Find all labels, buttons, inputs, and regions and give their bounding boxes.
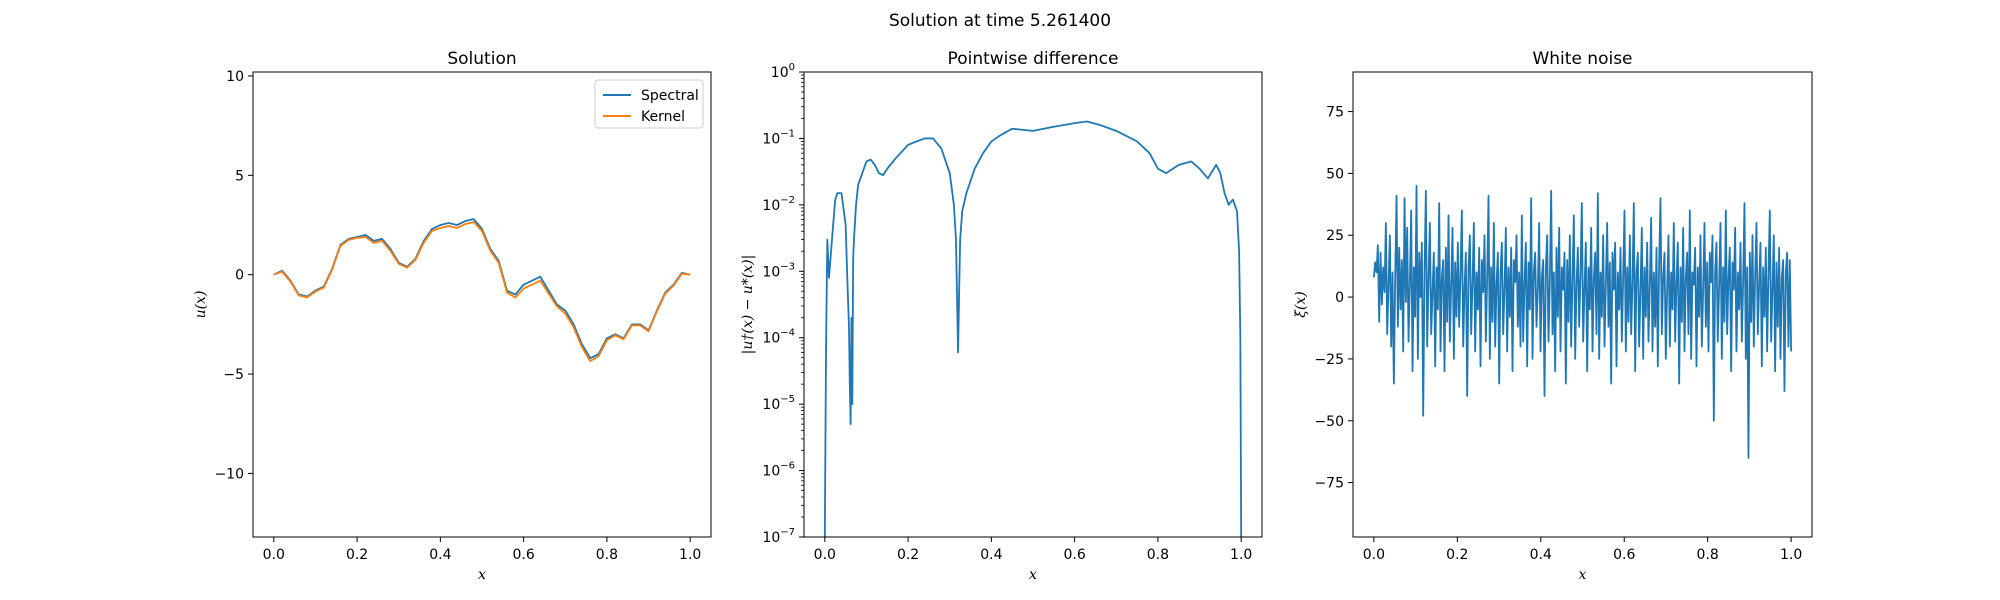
y-tick-exponent: 0 bbox=[789, 62, 795, 73]
y-tick-base: 10 bbox=[762, 530, 780, 546]
panel-white-noise: 0.0 0.2 0.4 0.6 0.8 1.0 −75 −50 −25 0 25 50 75 White … bbox=[1293, 49, 1813, 583]
y-tick-label: 10−2 bbox=[762, 195, 795, 214]
axes-frame bbox=[803, 71, 1263, 538]
y-tick-label: 25 bbox=[1326, 228, 1344, 244]
y-tick-exponent: −5 bbox=[780, 394, 795, 405]
y-axis-label: |u†(x) − u*(x)| bbox=[740, 255, 756, 355]
y-tick-label: −25 bbox=[1314, 352, 1344, 368]
y-tick-label: 5 bbox=[235, 168, 244, 184]
panel-solution: 0.0 0.2 0.4 0.6 0.8 1.0 −10 −5 0 5 10 Solution x u(x)… bbox=[193, 49, 712, 583]
y-tick-label: −5 bbox=[223, 367, 244, 383]
axes-frame bbox=[1352, 71, 1813, 538]
error-line bbox=[823, 120, 1243, 537]
y-tick-label: −10 bbox=[214, 466, 244, 482]
y-tick-base: 10 bbox=[762, 464, 780, 480]
x-tick-label: 0.6 bbox=[1064, 547, 1086, 563]
y-tick-label: 10−3 bbox=[762, 261, 795, 280]
x-tick-label: 0.8 bbox=[1147, 547, 1169, 563]
figure-suptitle: Solution at time 5.261400 bbox=[889, 11, 1111, 31]
y-tick-exponent: −3 bbox=[780, 261, 795, 272]
x-tick-label: 0.6 bbox=[513, 547, 535, 563]
y-tick-base: 10 bbox=[771, 65, 789, 81]
x-tick-label: 0.8 bbox=[596, 547, 618, 563]
y-tick-label: 10−1 bbox=[762, 128, 795, 147]
y-tick-label: 10−6 bbox=[762, 461, 795, 480]
x-tick-label: 0.4 bbox=[1530, 547, 1552, 563]
noise-line bbox=[1372, 184, 1793, 459]
y-tick-base: 10 bbox=[762, 397, 780, 413]
y-tick-base: 10 bbox=[762, 264, 780, 280]
x-tick-label: 0.8 bbox=[1697, 547, 1719, 563]
x-tick-label: 0.2 bbox=[897, 547, 919, 563]
y-tick-label: 10 bbox=[226, 69, 244, 85]
x-tick-label: 0.4 bbox=[980, 547, 1002, 563]
legend-label-kernel: Kernel bbox=[641, 109, 685, 125]
y-tick-exponent: −7 bbox=[780, 527, 795, 538]
y-tick-base: 10 bbox=[762, 198, 780, 214]
y-tick-label: 0 bbox=[1335, 290, 1344, 306]
series-line-kernel bbox=[273, 221, 691, 363]
x-tick-label: 1.0 bbox=[679, 547, 701, 563]
legend: Spectral Kernel bbox=[594, 79, 704, 129]
y-axis-label: ξ(x) bbox=[1293, 291, 1309, 318]
y-tick-label: 50 bbox=[1326, 166, 1344, 182]
y-tick-exponent: −2 bbox=[780, 195, 795, 206]
panel-title: Solution bbox=[447, 49, 516, 69]
y-tick-base: 10 bbox=[762, 131, 780, 147]
y-tick-base: 10 bbox=[762, 331, 780, 347]
panel-title: White noise bbox=[1532, 49, 1632, 69]
y-axis-label: u(x) bbox=[193, 291, 209, 319]
legend-label-spectral: Spectral bbox=[641, 88, 699, 104]
plot-area bbox=[253, 72, 711, 537]
x-tick-label: 0.6 bbox=[1613, 547, 1635, 563]
y-tick-exponent: −6 bbox=[780, 461, 795, 472]
y-tick-exponent: −1 bbox=[780, 128, 795, 139]
y-tick-label: 10−5 bbox=[762, 394, 795, 413]
x-tick-label: 0.2 bbox=[346, 547, 368, 563]
x-tick-label: 0.0 bbox=[814, 547, 836, 563]
y-tick-label: 100 bbox=[771, 62, 795, 81]
y-tick-label: 0 bbox=[235, 268, 244, 284]
x-tick-label: 1.0 bbox=[1780, 547, 1802, 563]
plot-area bbox=[804, 72, 1262, 537]
x-axis-label: x bbox=[1579, 567, 1587, 583]
panel-pointwise-difference: 0.0 0.2 0.4 0.6 0.8 1.010−710−610−510−410−310… bbox=[740, 49, 1263, 583]
x-axis-label: x bbox=[1029, 567, 1037, 583]
x-tick-label: 0.4 bbox=[429, 547, 451, 563]
panel-title: Pointwise difference bbox=[948, 49, 1119, 69]
x-tick-label: 0.2 bbox=[1446, 547, 1468, 563]
x-tick-label: 0.0 bbox=[1363, 547, 1385, 563]
y-tick-label: −50 bbox=[1314, 414, 1344, 430]
x-tick-label: 0.0 bbox=[263, 547, 285, 563]
x-axis-label: x bbox=[478, 567, 486, 583]
y-tick-label: 10−4 bbox=[762, 328, 795, 347]
y-tick-label: 75 bbox=[1326, 105, 1344, 121]
x-tick-label: 1.0 bbox=[1230, 547, 1252, 563]
y-tick-label: 10−7 bbox=[762, 527, 795, 546]
axes-frame bbox=[252, 71, 712, 538]
y-tick-exponent: −4 bbox=[780, 328, 795, 339]
y-tick-label: −75 bbox=[1314, 476, 1344, 492]
